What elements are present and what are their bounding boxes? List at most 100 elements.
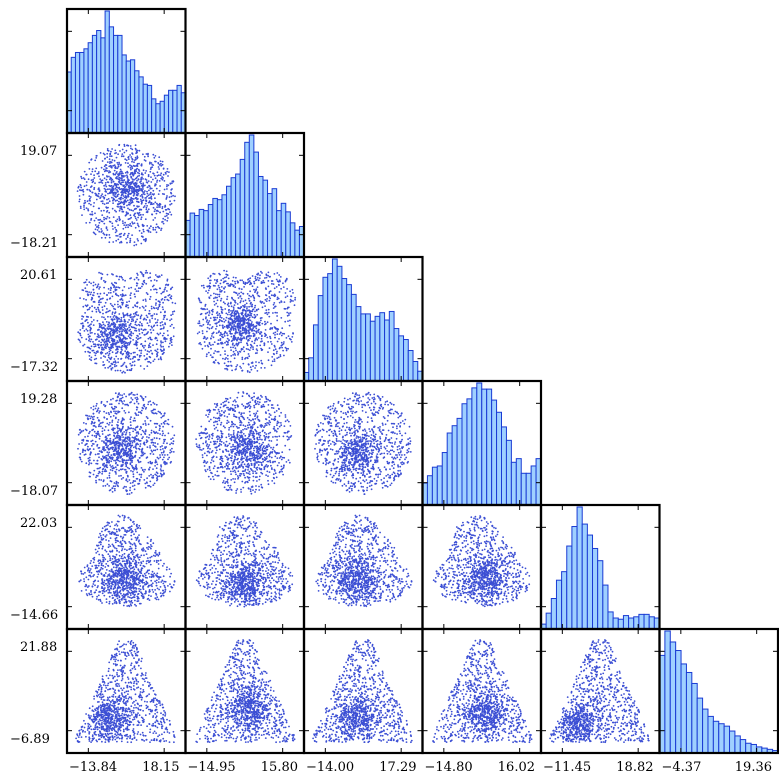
scatter-point [232,276,235,279]
scatter-point [227,360,230,363]
scatter-point [235,489,238,492]
scatter-point [138,457,141,459]
scatter-point [156,448,159,451]
scatter-point [130,181,133,184]
scatter-point [98,324,101,327]
scatter-point [228,339,230,341]
scatter-point [233,324,236,326]
scatter-point [94,362,97,365]
scatter-point [273,273,276,275]
scatter-point [137,358,140,361]
scatter-point [218,330,221,333]
scatter-point [93,219,96,222]
scatter-point [92,281,95,284]
scatter-point [196,332,199,335]
scatter-point [86,200,89,203]
scatter-point [135,219,138,221]
scatter-point [103,465,106,468]
scatter-point [99,178,102,181]
scatter-point [148,436,150,439]
scatter-point [286,311,289,314]
scatter-point [94,339,97,341]
scatter-point [274,336,276,339]
scatter-point [114,330,117,333]
scatter-point [283,354,285,357]
scatter-point [131,190,133,193]
scatter-point [96,292,99,295]
scatter-point [221,312,224,314]
scatter-point [121,344,124,347]
scatter-point [90,323,92,326]
scatter-point [119,233,121,236]
scatter-point [233,304,236,306]
scatter-point [161,178,164,181]
scatter-point [219,282,222,285]
scatter-point [132,339,135,341]
scatter-point [270,456,273,459]
scatter-point [220,286,223,288]
scatter-point [82,439,85,442]
scatter-point [109,185,112,188]
scatter-point [104,455,106,458]
scatter-point [232,328,235,330]
scatter-point [162,345,165,348]
scatter-point [83,185,86,188]
scatter-point [115,473,117,475]
scatter-point [123,294,125,297]
scatter-point [89,196,92,198]
scatter-point [98,299,101,302]
scatter-point [129,434,131,436]
scatter-point [79,207,82,210]
scatter-point [113,326,116,329]
scatter-point [270,364,273,367]
scatter-point [142,397,145,400]
scatter-point [239,295,242,297]
scatter-point [223,321,226,323]
scatter-point [99,298,102,301]
scatter-point [246,322,249,325]
scatter-point [224,341,226,344]
scatter-point [120,172,123,175]
scatter-point [79,334,82,337]
scatter-point [130,176,133,179]
scatter-point [159,211,162,214]
scatter-point [151,441,154,444]
scatter-point [251,316,254,318]
scatter-point [103,440,105,443]
scatter-point [104,439,107,441]
scatter-point [225,276,228,278]
scatter-point [260,349,263,352]
scatter-point [154,201,157,204]
scatter-point [227,302,230,305]
scatter-point [125,429,128,432]
scatter-point [139,287,142,290]
scatter-point [124,158,127,161]
scatter-point [151,213,154,216]
scatter-point [114,166,116,169]
scatter-point [122,370,125,373]
scatter-point [156,324,159,327]
scatter-point [146,477,149,480]
scatter-point [132,440,135,442]
scatter-point [159,174,162,177]
scatter-point [126,443,129,446]
scatter-point [199,342,202,344]
scatter-point [223,400,226,403]
scatter-point [280,465,283,468]
scatter-point [107,323,109,326]
scatter-point [112,466,115,469]
scatter-point [266,321,269,324]
scatter-point [132,194,135,197]
scatter-point [80,177,83,180]
scatter-point [110,447,113,449]
scatter-point [276,330,279,332]
scatter-point [106,477,109,479]
scatter-point [128,457,131,460]
scatter-point [278,284,280,286]
scatter-point [117,327,120,329]
scatter-point [165,198,168,200]
scatter-point [103,222,106,225]
scatter-point [80,336,83,339]
scatter-point [107,458,109,460]
scatter-point [97,171,100,173]
